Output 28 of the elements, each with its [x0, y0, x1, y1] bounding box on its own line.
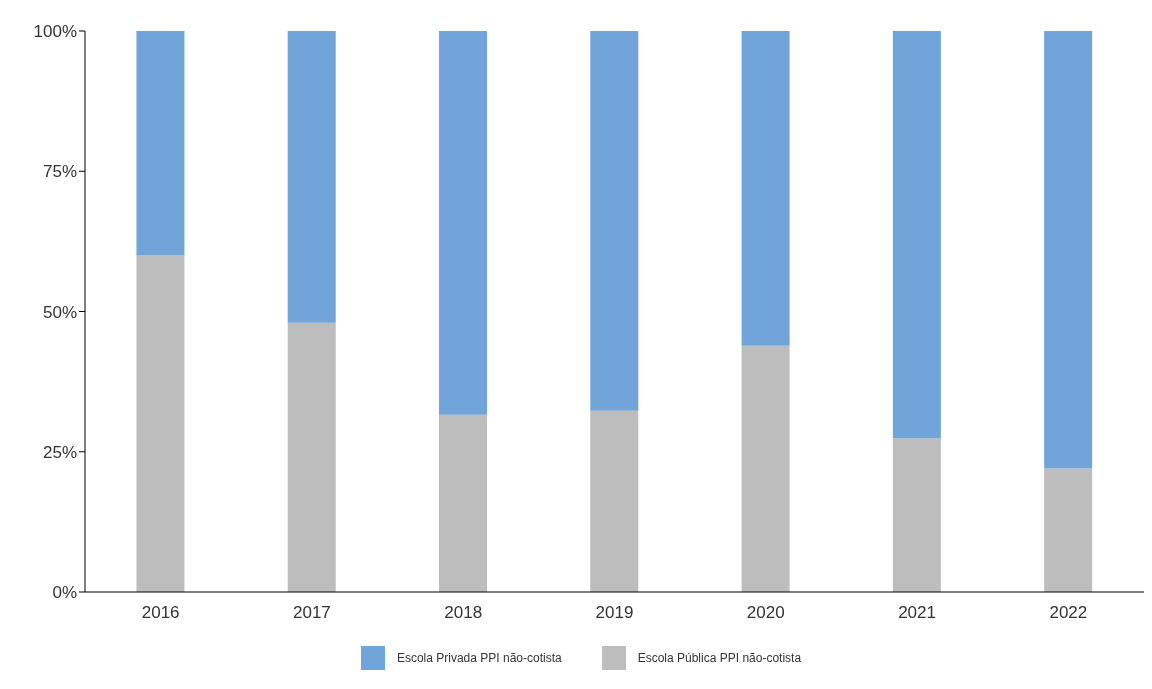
- bar: [439, 414, 488, 592]
- bar: [892, 438, 941, 592]
- x-tick-label: 2022: [1049, 603, 1088, 623]
- legend-label: Escola Pública PPI não-cotista: [637, 651, 802, 665]
- x-tick-label: 2019: [595, 603, 634, 623]
- bar: [439, 31, 488, 415]
- x-tick-label: 2018: [444, 603, 483, 623]
- bar: [590, 31, 639, 411]
- bar: [136, 31, 185, 256]
- y-tick-label: 100%: [33, 22, 77, 42]
- y-tick-label: 0%: [52, 583, 77, 603]
- bar: [892, 31, 941, 439]
- y-tick-label: 50%: [42, 302, 77, 322]
- y-tick-label: 25%: [42, 442, 77, 462]
- bar: [590, 410, 639, 592]
- legend-label: Escola Privada PPI não-cotista: [396, 651, 562, 665]
- bar: [1044, 31, 1093, 469]
- bar: [1044, 468, 1093, 592]
- x-tick-label: 2017: [293, 603, 331, 623]
- bar: [136, 255, 185, 592]
- bar: [741, 31, 790, 346]
- bar: [287, 322, 336, 592]
- bar: [741, 345, 790, 592]
- bar: [287, 31, 336, 323]
- y-tick-label: 75%: [42, 162, 77, 182]
- x-tick-label: 2021: [898, 603, 936, 623]
- x-tick-label: 2016: [141, 603, 180, 623]
- x-tick-label: 2020: [746, 603, 785, 623]
